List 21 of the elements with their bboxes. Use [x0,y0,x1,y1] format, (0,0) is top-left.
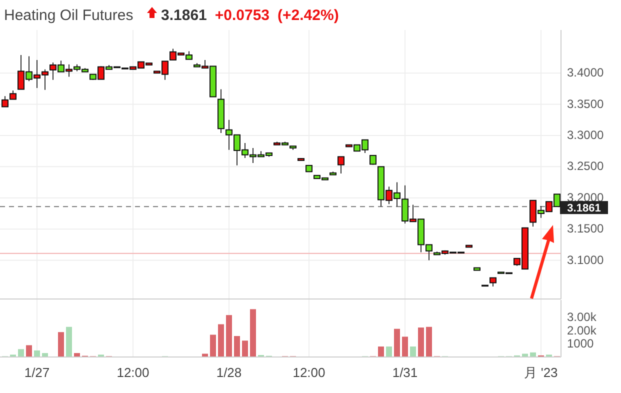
x-tick-label: 12:00 [292,365,326,380]
text: 3.1861 [161,7,207,24]
y-tick-label: 3.4000 [567,66,604,80]
y-tick-label: 2.00k [567,323,598,338]
x-tick-label: 1/27 [24,365,50,380]
text: +0.0753 [214,7,270,24]
y-tick-label: 3.2000 [567,190,604,204]
chart-title: Heating Oil Futures [4,7,134,24]
y-tick-label: 3.00k [567,310,598,324]
y-tick-label: 3.3500 [567,96,604,111]
y-tick-label: 3.3000 [567,128,604,142]
x-tick-label: 1/28 [216,365,242,380]
y-tick-label: 1000 [567,336,594,350]
y-tick-label: 3.1500 [567,222,604,236]
x-tick-label: 1/31 [392,365,418,380]
x-tick-label: 12:00 [116,365,150,380]
x-tick-label: 月 '23 [524,365,558,380]
text: (+2.42%) [278,7,339,24]
ref-line-label: 3.1861 [567,202,601,215]
y-tick-label: 3.2500 [567,159,604,174]
y-tick-label: 3.1000 [567,252,604,267]
